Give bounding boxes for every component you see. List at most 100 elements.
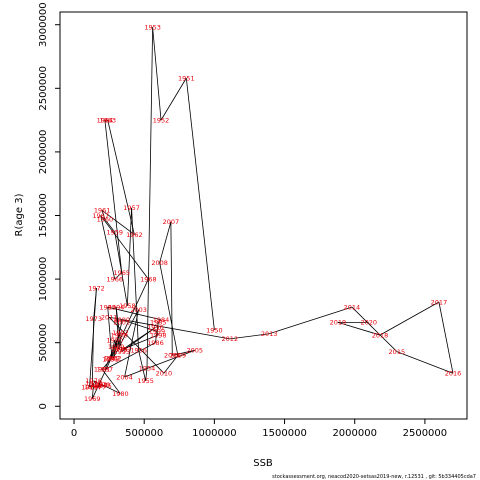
point-label-1996: 1996 xyxy=(147,324,164,332)
point-label-1951: 1951 xyxy=(178,74,195,82)
series-segment xyxy=(351,306,398,352)
series-segment xyxy=(101,210,106,220)
series-segment xyxy=(337,321,381,336)
series-segment xyxy=(107,120,135,235)
point-label-2015: 2015 xyxy=(389,348,406,356)
point-label-1990: 1990 xyxy=(106,336,123,344)
x-axis-title: SSB xyxy=(253,458,273,469)
series-path xyxy=(89,27,454,399)
y-axis-title: R(age 3) xyxy=(14,193,25,236)
series-segment xyxy=(112,309,139,359)
point-label-1994: 1994 xyxy=(108,303,125,311)
x-tick-label: 2000000 xyxy=(332,428,377,439)
series-segment xyxy=(229,333,270,340)
series-segment xyxy=(100,215,116,280)
y-tick-label: 500000 xyxy=(38,324,49,362)
point-label-1962: 1962 xyxy=(126,231,143,239)
point-label-2002: 2002 xyxy=(105,354,122,362)
series-segment xyxy=(101,210,135,235)
point-label-2003: 2003 xyxy=(130,306,147,314)
series-segment xyxy=(107,307,113,358)
series-segment xyxy=(104,120,123,273)
series-segment xyxy=(268,306,353,335)
series-segment xyxy=(379,301,440,336)
point-label-1972: 1972 xyxy=(88,284,105,292)
point-label-1971: 1971 xyxy=(81,384,98,392)
point-label-2001: 2001 xyxy=(113,319,130,327)
point-label-1976: 1976 xyxy=(85,377,102,385)
point-label-1982: 1982 xyxy=(104,354,121,362)
point-label-1978: 1978 xyxy=(91,381,108,389)
point-label-2020: 2020 xyxy=(360,319,377,327)
point-label-1954: 1954 xyxy=(139,364,156,372)
point-label-1983: 1983 xyxy=(99,303,116,311)
point-label-1997: 1997 xyxy=(115,345,132,353)
x-tick-label: 1000000 xyxy=(192,428,237,439)
point-label-1955: 1955 xyxy=(137,377,154,385)
series-segment xyxy=(123,334,159,350)
x-tick-label: 0 xyxy=(71,428,77,439)
series-segment xyxy=(159,262,179,356)
series-segment xyxy=(115,307,120,350)
series-segment xyxy=(110,340,116,360)
series-segment xyxy=(89,383,94,388)
point-label-1959: 1959 xyxy=(106,228,123,236)
point-label-1986: 1986 xyxy=(147,339,164,347)
y-tick-label: 1500000 xyxy=(38,193,49,238)
series-segment xyxy=(145,368,148,381)
point-label-1961: 1961 xyxy=(94,207,111,215)
series-segment xyxy=(163,355,179,374)
point-label-2009: 2009 xyxy=(170,352,187,360)
point-label-1966: 1966 xyxy=(106,275,123,283)
x-tick-label: 500000 xyxy=(125,428,163,439)
x-axis: 0 500000 1000000 1500000 2000000 2500000 xyxy=(71,419,447,439)
point-label-2013: 2013 xyxy=(261,330,278,338)
point-label-2019: 2019 xyxy=(330,319,347,327)
series-segment xyxy=(97,384,100,388)
series-segment xyxy=(104,219,116,233)
point-label-2005: 2005 xyxy=(186,347,203,355)
point-label-1970: 1970 xyxy=(85,380,102,388)
point-label-2008: 2008 xyxy=(151,259,168,267)
series-segment xyxy=(122,327,156,350)
y-tick-label: 0 xyxy=(38,403,49,409)
point-label-2010: 2010 xyxy=(156,370,173,378)
point-label-1988: 1988 xyxy=(111,331,128,339)
series-segment xyxy=(170,221,173,356)
point-label-2004: 2004 xyxy=(116,373,133,381)
point-label-2000: 2000 xyxy=(113,316,130,324)
point-label-1992: 1992 xyxy=(112,329,129,337)
series-segment xyxy=(101,384,121,394)
point-label-2006: 2006 xyxy=(164,352,181,360)
series-segment xyxy=(110,332,121,360)
series-segment xyxy=(109,316,230,340)
point-label-1999: 1999 xyxy=(149,328,166,336)
point-label-1987: 1987 xyxy=(97,366,114,374)
point-label-1985: 1985 xyxy=(150,319,167,327)
series-segment xyxy=(108,316,165,374)
series-segment xyxy=(159,221,172,263)
series-segment xyxy=(93,287,97,319)
series-segment xyxy=(138,350,147,381)
series-segment xyxy=(146,27,154,369)
point-label-1973: 1973 xyxy=(85,315,102,323)
point-label-1950: 1950 xyxy=(206,326,223,334)
point-label-1952: 1952 xyxy=(153,116,170,124)
series-segment xyxy=(104,342,156,370)
point-label-1965: 1965 xyxy=(113,269,130,277)
point-label-1964: 1964 xyxy=(97,116,114,124)
series-segment xyxy=(438,301,454,374)
x-tick-label: 1500000 xyxy=(262,428,307,439)
x-tick-label: 2500000 xyxy=(403,428,448,439)
point-label-1998: 1998 xyxy=(150,331,167,339)
point-label-1967: 1967 xyxy=(92,212,109,220)
series-segment xyxy=(121,319,157,332)
point-label-1981: 1981 xyxy=(94,366,111,374)
point-label-1991: 1991 xyxy=(102,356,119,364)
series-segment xyxy=(126,207,132,306)
series-segment xyxy=(93,380,104,387)
series-segment xyxy=(91,383,95,399)
point-label-1975: 1975 xyxy=(95,382,112,390)
point-label-1995: 1995 xyxy=(113,348,130,356)
